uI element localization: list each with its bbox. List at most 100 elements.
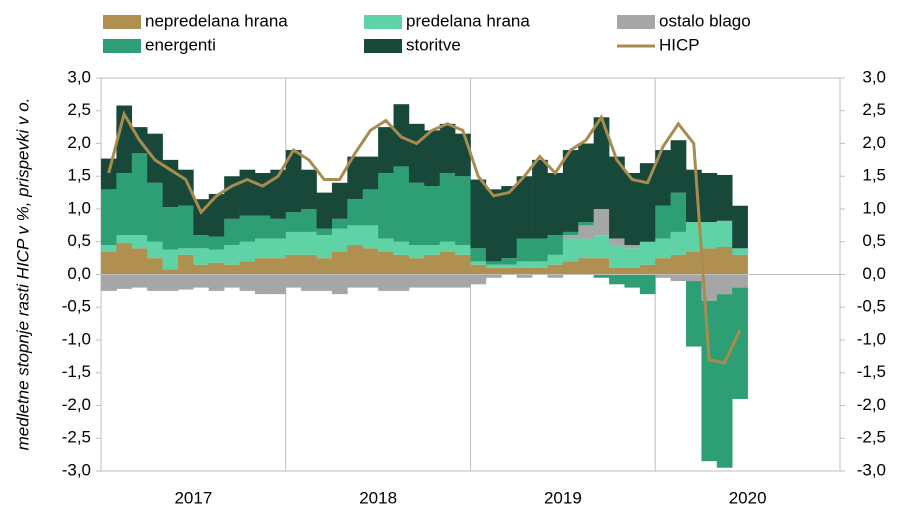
legend-swatch [364, 39, 402, 53]
x-tick-label: 2020 [729, 488, 767, 507]
y2-tick-label: -1,5 [857, 362, 886, 381]
bar-segment [101, 158, 117, 190]
bar-segment [208, 274, 225, 291]
bar-segment [301, 209, 317, 232]
bar-segment [147, 241, 163, 259]
bar-segment [316, 192, 333, 229]
bar-segment [347, 199, 364, 226]
bar-segment [208, 193, 225, 237]
bar-segment [193, 274, 210, 288]
bar-segment [593, 117, 610, 209]
bar-segment [362, 274, 379, 288]
bar-segment [408, 182, 425, 246]
bar-segment [378, 238, 394, 252]
bar-segment [347, 245, 364, 275]
y-tick-label: 3,0 [67, 67, 91, 86]
y-tick-label: 2,5 [67, 100, 91, 119]
bar-segment [470, 274, 487, 285]
bar-segment [701, 222, 718, 249]
bar-segment [408, 274, 425, 288]
y2-tick-label: -1,0 [857, 329, 886, 348]
bar-segment [101, 274, 117, 291]
bar-segment [408, 123, 425, 183]
bar-segment [347, 225, 364, 246]
line-series [107, 110, 742, 365]
y-axis-label: medletne stopnje rasti HICP v %, prispev… [13, 98, 32, 451]
bar-segment [609, 156, 625, 239]
bar-segment [331, 182, 348, 219]
bar-segment [547, 254, 564, 265]
bar-segment [362, 225, 379, 249]
bar-segment [378, 127, 394, 173]
bar-segment [455, 133, 471, 177]
bar-segment [239, 215, 256, 242]
bar-segment [470, 179, 487, 249]
bar-segment [716, 174, 733, 221]
bar-segment [609, 245, 625, 268]
bar-segment [455, 254, 471, 275]
legend-swatch [103, 15, 141, 29]
bar-segment [424, 130, 441, 187]
bar-segment [424, 186, 441, 246]
bar-segment [578, 225, 594, 239]
bar-segment [347, 156, 364, 200]
bar-segment [224, 264, 240, 275]
bar-segment [254, 258, 271, 275]
x-tick-label: 2019 [544, 488, 582, 507]
bar-segment [562, 150, 579, 232]
bar-segment [270, 238, 287, 259]
bar-segment [547, 235, 564, 255]
bar-segment [116, 172, 133, 236]
bar-segment [362, 156, 379, 190]
legend-label: energenti [145, 35, 216, 54]
bar-segment [177, 274, 194, 290]
bar-segment [732, 274, 748, 288]
legend-swatch [617, 15, 655, 29]
bar-segment [147, 274, 163, 291]
legend-label: HICP [659, 35, 700, 54]
bar-segment [116, 243, 133, 275]
bar-segment [516, 267, 533, 275]
bar-segment [501, 258, 517, 265]
bar-segment [578, 258, 594, 275]
bar-segment [208, 249, 225, 263]
bar-segment [501, 186, 517, 259]
bar-segment [101, 245, 117, 252]
bar-segment [316, 235, 333, 259]
bar-segment [593, 274, 610, 278]
bar-segment [270, 169, 287, 219]
bar-segment [609, 267, 625, 275]
bar-segment [239, 274, 256, 291]
y2-tick-label: 2,0 [862, 133, 886, 152]
bar-segment [408, 245, 425, 259]
bar-segment [547, 274, 564, 278]
bar-segment [393, 241, 410, 255]
bar-segment [147, 258, 163, 275]
bar-segment [609, 238, 625, 246]
bar-segment [655, 274, 671, 278]
bar-segment [516, 238, 533, 262]
bar-segment [162, 207, 179, 250]
bar-segment [732, 205, 748, 249]
y-tick-label: 1,5 [67, 166, 91, 185]
legend-swatch [364, 15, 402, 29]
bar-segment [639, 274, 656, 295]
bar-segment [285, 150, 302, 213]
y2-tick-label: -2,0 [857, 395, 886, 414]
bar-segment [101, 189, 117, 246]
bar-segment [686, 222, 702, 252]
bar-segment [270, 258, 287, 275]
y2-tick-label: 3,0 [862, 67, 886, 86]
bar-segment [455, 274, 471, 288]
y-tick-label: -3,0 [62, 460, 91, 479]
bar-segment [655, 238, 671, 259]
bar-segment [470, 248, 487, 262]
bar-segment [254, 274, 271, 295]
bar-segment [316, 228, 333, 236]
bar-segment [455, 176, 471, 246]
y2-tick-label: 0,0 [862, 264, 886, 283]
x-tick-label: 2017 [174, 488, 212, 507]
bar-segment [670, 192, 687, 232]
bar-segment [562, 261, 579, 275]
bar-segment [193, 264, 210, 275]
